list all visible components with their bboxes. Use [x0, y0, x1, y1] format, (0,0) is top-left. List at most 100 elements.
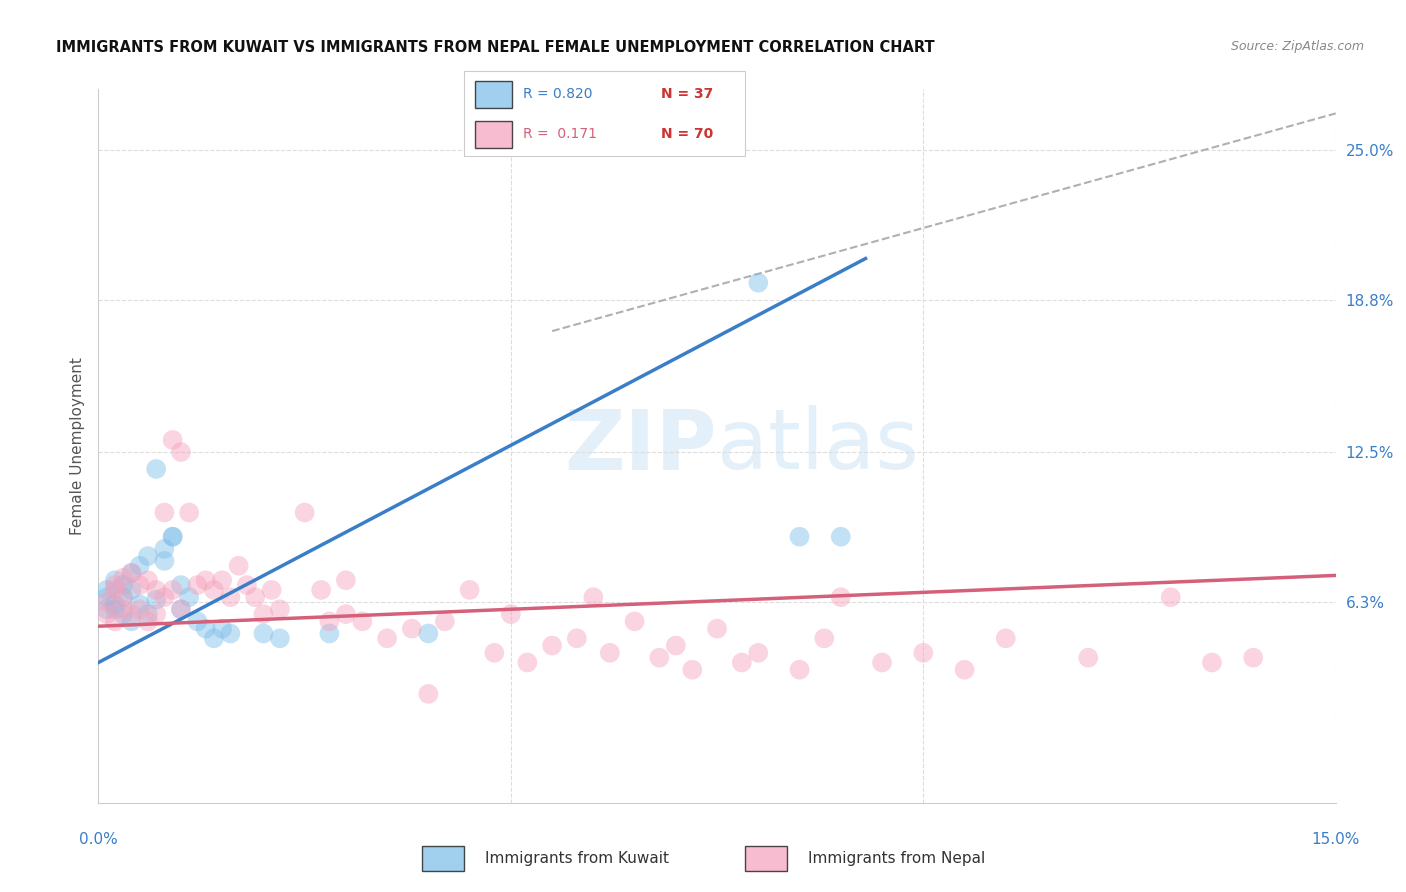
Point [401, 622, 423, 636]
Point [136, 615, 159, 629]
Point [623, 615, 645, 629]
Point [870, 656, 893, 670]
FancyBboxPatch shape [475, 80, 512, 108]
Text: Immigrants from Kuwait: Immigrants from Kuwait [485, 851, 669, 866]
Point [112, 590, 135, 604]
Point [830, 590, 852, 604]
Point [731, 656, 754, 670]
Point [112, 571, 135, 585]
Point [120, 566, 142, 580]
Point [582, 590, 605, 604]
Point [418, 626, 440, 640]
Point [186, 578, 208, 592]
Point [318, 626, 340, 640]
Point [136, 549, 159, 563]
Point [128, 598, 150, 612]
Point [186, 615, 208, 629]
Point [706, 622, 728, 636]
Point [170, 445, 193, 459]
Point [516, 656, 538, 670]
Point [243, 590, 266, 604]
Point [170, 602, 193, 616]
Point [128, 602, 150, 616]
Point [747, 276, 769, 290]
Text: ZIP: ZIP [565, 406, 717, 486]
Point [789, 663, 811, 677]
Point [458, 582, 481, 597]
Point [219, 590, 242, 604]
Text: N = 37: N = 37 [661, 87, 713, 101]
Point [120, 615, 142, 629]
Point [484, 646, 506, 660]
Point [813, 632, 835, 646]
Point [211, 622, 233, 636]
Point [433, 615, 456, 629]
Point [128, 558, 150, 573]
Point [162, 530, 184, 544]
Point [104, 598, 127, 612]
Point [681, 663, 703, 677]
Text: IMMIGRANTS FROM KUWAIT VS IMMIGRANTS FROM NEPAL FEMALE UNEMPLOYMENT CORRELATION : IMMIGRANTS FROM KUWAIT VS IMMIGRANTS FRO… [56, 40, 935, 55]
Point [112, 578, 135, 592]
Point [252, 626, 274, 640]
Text: Source: ZipAtlas.com: Source: ZipAtlas.com [1230, 40, 1364, 54]
Point [145, 607, 167, 621]
Point [162, 530, 184, 544]
Point [112, 590, 135, 604]
Point [96, 595, 118, 609]
Point [112, 607, 135, 621]
Point [318, 615, 340, 629]
Point [335, 607, 357, 621]
Point [194, 622, 217, 636]
Point [665, 639, 688, 653]
Point [104, 574, 127, 588]
Text: R =  0.171: R = 0.171 [523, 127, 598, 141]
Point [599, 646, 621, 660]
Point [912, 646, 935, 660]
Point [96, 607, 118, 621]
Point [953, 663, 976, 677]
Text: N = 70: N = 70 [661, 127, 713, 141]
Point [648, 650, 671, 665]
Point [145, 592, 167, 607]
Point [136, 574, 159, 588]
Point [565, 632, 588, 646]
FancyBboxPatch shape [475, 120, 512, 147]
Text: R = 0.820: R = 0.820 [523, 87, 592, 101]
Point [128, 578, 150, 592]
Point [96, 582, 118, 597]
Point [335, 574, 357, 588]
Point [104, 578, 127, 592]
Point [96, 602, 118, 616]
Point [202, 632, 225, 646]
Point [153, 590, 176, 604]
FancyBboxPatch shape [745, 847, 787, 871]
Point [309, 582, 332, 597]
Point [112, 602, 135, 616]
Point [120, 566, 142, 580]
Point [1241, 650, 1264, 665]
Point [789, 530, 811, 544]
Point [1160, 590, 1182, 604]
Point [541, 639, 564, 653]
Point [104, 615, 127, 629]
Text: Immigrants from Nepal: Immigrants from Nepal [808, 851, 986, 866]
Point [1077, 650, 1099, 665]
Text: atlas: atlas [717, 406, 918, 486]
Point [994, 632, 1017, 646]
Point [153, 541, 176, 556]
Point [170, 602, 193, 616]
Point [252, 607, 274, 621]
Point [228, 558, 250, 573]
Point [352, 615, 374, 629]
Point [294, 506, 316, 520]
FancyBboxPatch shape [464, 71, 745, 156]
Point [499, 607, 522, 621]
Point [120, 582, 142, 597]
Point [153, 554, 176, 568]
Point [162, 433, 184, 447]
Y-axis label: Female Unemployment: Female Unemployment [69, 357, 84, 535]
Point [136, 607, 159, 621]
Point [179, 506, 201, 520]
Point [375, 632, 398, 646]
